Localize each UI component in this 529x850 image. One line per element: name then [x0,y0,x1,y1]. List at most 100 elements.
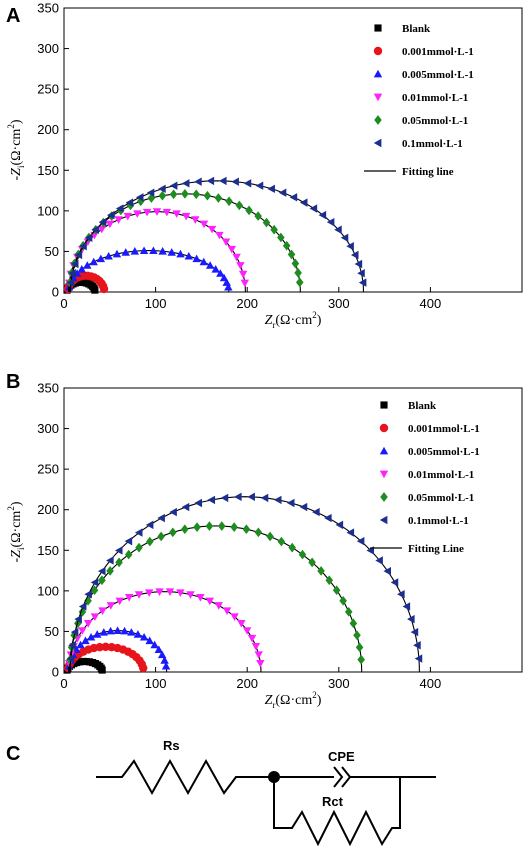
data-point [167,248,176,256]
data-point [267,184,275,194]
data-point [350,250,359,260]
data-point [98,575,106,586]
legend-marker [379,446,389,455]
data-point [192,254,201,263]
data-point [277,536,286,547]
data-point [106,626,115,635]
data-point [410,627,419,637]
data-point [70,627,79,637]
data-point [169,189,178,200]
data-point [96,254,106,263]
data-point [86,632,96,641]
data-point [270,224,278,235]
data-point [97,225,107,234]
y-tick-label: 0 [52,665,59,680]
data-point [251,642,261,651]
data-point [211,265,220,273]
data-point [287,249,296,260]
data-point [121,248,130,256]
data-point [120,626,129,635]
x-axis-title-b: Zr(Ω·cm2) [265,690,322,710]
data-point [356,536,365,546]
data-point [312,507,320,517]
data-point [214,193,223,203]
legend-marker [380,401,388,409]
legend-marker [379,423,389,433]
data-point [162,208,172,217]
data-point [192,189,201,200]
data-point [68,641,76,650]
data-point [317,566,325,576]
data-point [349,618,358,629]
series-0.1mmol·L-1 [66,492,423,673]
data-point [77,265,86,273]
data-point [255,181,264,190]
data-point [78,607,87,617]
series-0.05mmol·L-1 [66,188,304,293]
legend-marker [379,470,389,479]
data-point [90,613,100,621]
data-point [193,522,201,532]
data-point [169,527,177,538]
series-group-b [63,492,423,674]
data-point [181,179,190,188]
plot-frame-a [63,7,523,293]
data-point [146,536,154,547]
data-point [66,654,75,663]
data-point [142,208,152,217]
data-point [165,588,175,596]
data-point [357,654,365,665]
data-point [299,198,308,207]
data-point [355,642,364,653]
y-tick-label: 50 [45,244,59,259]
data-point [225,196,233,207]
data-point [114,216,123,224]
legend-label: 0.001mmol·L-1 [402,46,474,58]
legend-marker [373,69,383,78]
data-point [235,200,244,211]
legend-label: 0.01mmol·L-1 [402,92,468,104]
x-tick-label: 400 [420,296,442,311]
series-0.1mmol·L-1 [66,176,367,293]
data-point [232,253,241,262]
data-point [158,190,167,201]
data-point [334,225,342,234]
data-point [194,498,203,508]
data-point [181,188,189,199]
data-point [218,176,227,186]
legend-label: 0.1mmol·L-1 [402,138,463,150]
legend-marker [380,492,388,502]
data-point [81,636,90,645]
data-point [68,269,76,278]
data-point [309,204,318,213]
data-point [242,524,251,535]
data-point [222,607,232,615]
data-point [70,259,79,269]
axis-ticks-a: 0 50 100 150 200 250 300 350 0 100 200 300 400 [37,1,441,312]
legend-marker [373,93,383,102]
rct-label: Rct [322,794,344,809]
data-point [155,588,164,596]
data-point [291,258,300,269]
data-point [220,493,229,503]
data-point [375,556,383,565]
data-point [127,628,136,636]
data-point [199,257,208,266]
legend-marker [379,515,388,525]
y-tick-label: 350 [37,1,59,16]
data-point [90,585,99,596]
data-point [298,549,307,560]
legend-fit-label: Fitting Line [408,543,464,555]
cpe-element-left [333,766,344,788]
data-point [98,607,107,615]
data-point [357,269,365,278]
data-point [115,204,124,213]
legend-marker [373,46,383,56]
legend-b: Blank 0.001mmol·L-1 0.005mmol·L-1 0.01mmol·… [370,400,480,555]
data-point [242,627,252,635]
panel-a: A 0 50 100 150 200 250 300 350 0 100 200 300 400 Bla… [6,1,523,330]
data-point [84,233,93,242]
y-tick-label: 200 [37,502,59,517]
axis-ticks-b: 0 50 100 150 200 250 300 350 0 100 200 300 400 [37,381,441,692]
data-point [286,498,295,508]
